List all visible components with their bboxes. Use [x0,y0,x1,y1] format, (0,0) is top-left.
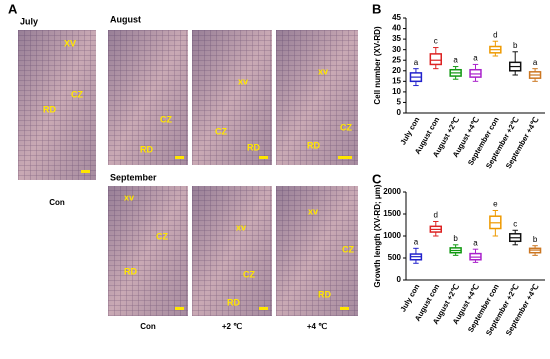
image-label: xv [238,76,248,86]
column-label: +2 ℃ [222,322,242,331]
y-tick-label: 10 [392,87,401,96]
image-label: RD [124,266,137,276]
column-label: Con [49,198,65,207]
significance-letter: d [493,30,497,39]
significance-letter: a [453,56,458,65]
image-label: xv [308,206,318,216]
significance-letter: b [533,235,538,244]
significance-letter: a [414,237,419,246]
y-tick-label: 35 [392,34,401,43]
significance-letter: c [434,37,438,46]
y-tick-label: 1000 [383,231,401,240]
image-label: CZ [342,244,354,254]
significance-letter: a [473,54,478,63]
image-label: RD [140,144,153,154]
image-label: RD [307,140,320,150]
image-label: xv [318,66,328,76]
image-label: CZ [156,231,168,241]
significance-letter: a [473,238,478,247]
column-label: +4 ℃ [307,322,327,331]
row-title: July [20,16,38,26]
y-tick-label: 0 [397,108,402,117]
y-tick-label: 40 [392,24,401,33]
y-tick-label: 500 [388,253,402,262]
y-tick-label: 15 [392,76,401,85]
y-axis-label: Cell number (XV-RD) [373,26,382,105]
y-tick-label: 1500 [383,209,401,218]
significance-letter: d [434,211,438,220]
y-tick-label: 2000 [383,187,401,196]
y-axis-label: Growth length (XV-RD; μm) [373,184,382,287]
significance-letter: a [533,58,538,67]
y-tick-label: 0 [397,275,402,284]
y-tick-label: 30 [392,45,401,54]
image-label: RD [43,104,56,114]
significance-letter: b [513,41,518,50]
significance-letter: a [414,58,419,67]
y-tick-label: 45 [392,13,401,22]
row-title: August [110,14,141,24]
significance-letter: c [513,219,517,228]
panel-label: B [372,1,381,16]
image-label: RD [247,142,260,152]
column-label: Con [140,322,156,331]
y-tick-label: 5 [397,98,402,107]
significance-letter: b [453,234,458,243]
image-label: CZ [71,89,83,99]
y-tick-label: 25 [392,55,401,64]
image-label: XV [64,38,76,48]
significance-letter: e [493,200,498,209]
image-label: CZ [340,122,352,132]
image-label: CZ [243,269,255,279]
panel-label: C [372,171,382,186]
image-label: xv [236,222,246,232]
image-label: RD [318,289,331,299]
image-label: CZ [160,114,172,124]
row-title: September [110,172,157,182]
y-tick-label: 20 [392,66,401,75]
image-label: RD [227,297,240,307]
box [429,53,442,66]
panel-label: A [8,1,18,16]
image-label: xv [124,192,134,202]
micrograph-images [18,30,358,316]
image-label: CZ [215,126,227,136]
